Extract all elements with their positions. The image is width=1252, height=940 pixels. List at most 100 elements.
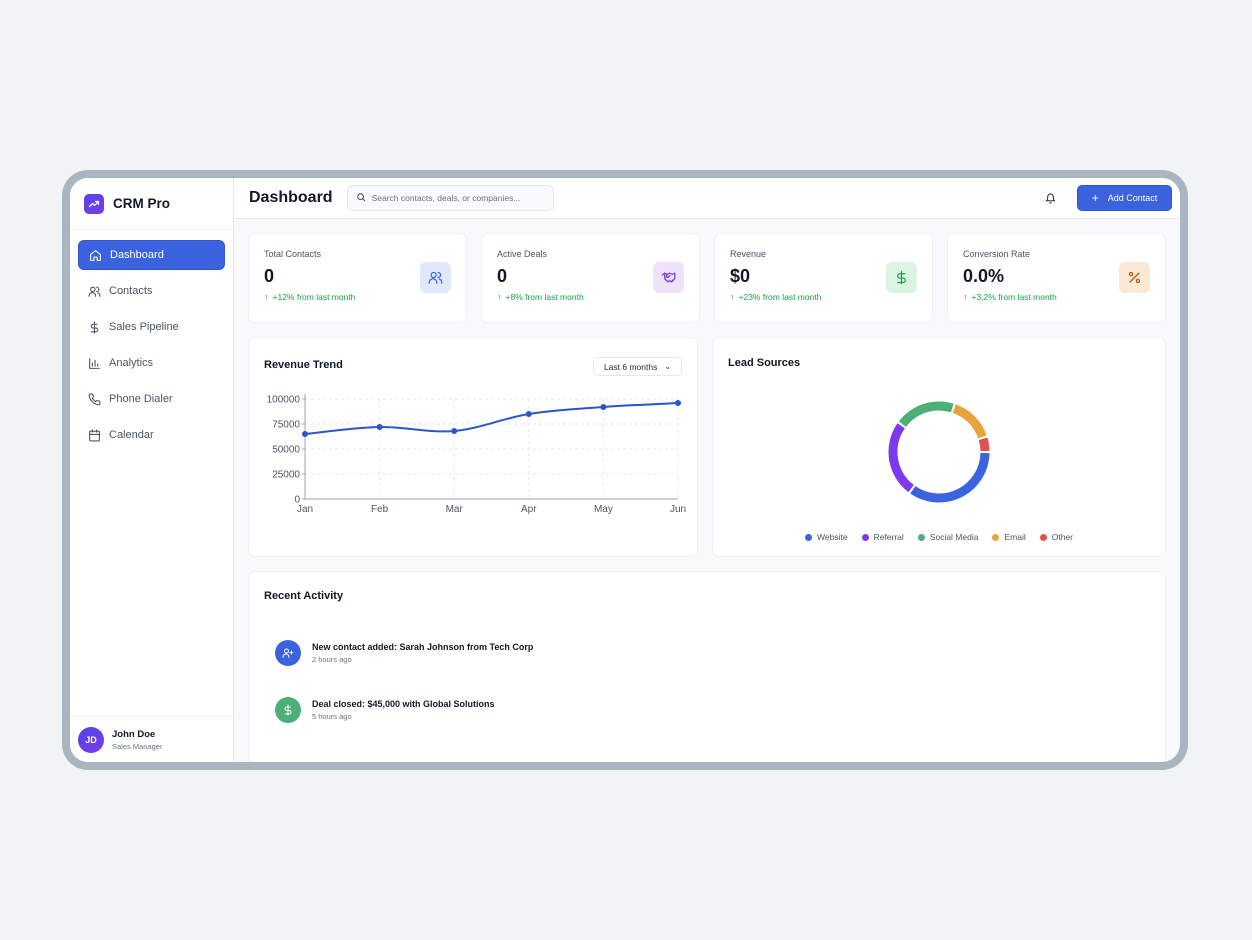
search-icon bbox=[356, 189, 366, 207]
sidebar-item-label: Phone Dialer bbox=[109, 393, 173, 405]
stat-change: ↑ +3.2% from last month bbox=[963, 292, 1150, 302]
panel-title: Recent Activity bbox=[264, 590, 344, 602]
sidebar-item-label: Analytics bbox=[109, 357, 154, 369]
arrow-up-icon: ↑ bbox=[497, 292, 502, 302]
x-tick-label: Mar bbox=[446, 504, 464, 515]
stat-change-text: +23% from last month bbox=[738, 292, 822, 302]
stat-card-active-deals: Active Deals 0 ↑ +8% from last month bbox=[482, 234, 699, 322]
legend-dot bbox=[861, 533, 869, 541]
arrow-up-icon: ↑ bbox=[963, 292, 968, 302]
sidebar-nav: Dashboard Contacts Sales Pipeline Analyt… bbox=[70, 230, 233, 466]
pie-slice[interactable] bbox=[910, 452, 990, 503]
users-icon bbox=[420, 262, 451, 293]
x-tick-label: May bbox=[594, 504, 613, 515]
percent-icon bbox=[1119, 262, 1150, 293]
pie-slice[interactable] bbox=[952, 404, 987, 439]
legend-dot bbox=[1039, 533, 1047, 541]
chevron-down-icon: ⌄ bbox=[664, 362, 672, 371]
app-frame: CRM Pro Dashboard Contacts Sales Pipelin… bbox=[62, 170, 1188, 770]
legend-label: Website bbox=[817, 532, 848, 542]
dollar-icon bbox=[88, 321, 101, 334]
stat-label: Total Contacts bbox=[264, 249, 322, 259]
legend-label: Social Media bbox=[929, 532, 979, 542]
stat-change: ↑ +12% from last month bbox=[264, 292, 451, 302]
stat-change-text: +8% from last month bbox=[505, 292, 584, 302]
stat-label: Active Deals bbox=[497, 249, 548, 259]
legend-item: Social Media bbox=[917, 532, 979, 542]
stat-value: 0 bbox=[497, 266, 508, 286]
data-point[interactable] bbox=[302, 431, 308, 437]
legend-dot bbox=[805, 533, 812, 541]
stat-change-text: +3.2% from last month bbox=[971, 292, 1057, 302]
stat-change: ↑ +8% from last month bbox=[497, 292, 684, 302]
calendar-icon bbox=[88, 429, 101, 442]
user-name: John Doe bbox=[112, 728, 156, 740]
search-input[interactable] bbox=[371, 193, 542, 203]
stat-label: Conversion Rate bbox=[963, 249, 1031, 259]
brand: CRM Pro bbox=[70, 178, 233, 230]
list-item: Deal closed: $45,000 with Global Solutio… bbox=[275, 681, 533, 738]
bell-icon[interactable] bbox=[1041, 189, 1059, 207]
activity-text: New contact added: Sarah Johnson from Te… bbox=[312, 641, 534, 652]
recent-activity-panel: Recent Activity New contact added: Sarah… bbox=[249, 572, 1165, 762]
user-profile[interactable]: JD John Doe Sales Manager bbox=[70, 716, 233, 762]
x-tick-label: Apr bbox=[521, 504, 537, 515]
revenue-trend-panel: Revenue Trend Last 6 months ⌄ 100000 75000… bbox=[249, 338, 697, 556]
sidebar-item-dashboard[interactable]: Dashboard bbox=[78, 240, 225, 270]
data-point[interactable] bbox=[451, 428, 458, 434]
y-tick-label: 50000 bbox=[272, 445, 300, 456]
user-role: Sales Manager bbox=[112, 741, 163, 751]
add-contact-label: Add Contact bbox=[1107, 193, 1158, 203]
search-box bbox=[346, 185, 554, 211]
avatar: JD bbox=[78, 726, 104, 753]
users-icon bbox=[88, 285, 101, 298]
phone-icon bbox=[88, 393, 101, 406]
stat-value: $0 bbox=[730, 266, 751, 286]
trending-up-icon bbox=[84, 193, 104, 214]
sidebar-item-contacts[interactable]: Contacts bbox=[78, 276, 225, 306]
legend-item: Email bbox=[992, 532, 1026, 542]
activity-list: New contact added: Sarah Johnson from Te… bbox=[275, 624, 533, 738]
data-point[interactable] bbox=[376, 424, 383, 430]
activity-time: 5 hours ago bbox=[312, 711, 352, 721]
x-tick-label: Jan bbox=[297, 504, 313, 515]
charts-row: Revenue Trend Last 6 months ⌄ 100000 75000… bbox=[249, 338, 1165, 556]
sidebar-item-analytics[interactable]: Analytics bbox=[78, 348, 225, 378]
stat-value: 0.0% bbox=[963, 266, 1005, 286]
add-contact-button[interactable]: + Add Contact bbox=[1077, 185, 1172, 211]
pie-slice[interactable] bbox=[978, 437, 990, 452]
stat-value: 0 bbox=[264, 266, 275, 286]
stat-card-conversion-rate: Conversion Rate 0.0% ↑ +3.2% from last mo… bbox=[948, 234, 1165, 322]
legend-dot bbox=[992, 533, 1000, 541]
legend-label: Referral bbox=[873, 532, 904, 542]
y-tick-label: 100000 bbox=[267, 395, 301, 406]
stats-row: Total Contacts 0 ↑ +12% from last month A… bbox=[249, 234, 1165, 322]
dollar-icon bbox=[275, 696, 301, 723]
sidebar-item-sales-pipeline[interactable]: Sales Pipeline bbox=[78, 312, 225, 342]
sidebar-item-phone-dialer[interactable]: Phone Dialer bbox=[78, 384, 225, 414]
page-title: Dashboard bbox=[249, 189, 333, 206]
user-plus-icon bbox=[275, 639, 301, 666]
y-tick-label: 0 bbox=[294, 495, 300, 506]
data-point[interactable] bbox=[600, 404, 607, 410]
stat-card-revenue: Revenue $0 ↑ +23% from last month bbox=[715, 234, 932, 322]
range-select[interactable]: Last 6 months ⌄ bbox=[593, 357, 682, 376]
activity-text: Deal closed: $45,000 with Global Solutio… bbox=[312, 698, 495, 709]
sidebar-item-calendar[interactable]: Calendar bbox=[78, 420, 225, 450]
topbar: Dashboard + Add Contact bbox=[234, 178, 1180, 219]
pie-slice[interactable] bbox=[888, 423, 915, 493]
dashboard-content: Total Contacts 0 ↑ +12% from last month A… bbox=[234, 219, 1180, 762]
brand-name: CRM Pro bbox=[113, 196, 170, 211]
legend-dot bbox=[917, 533, 925, 541]
legend-item: Referral bbox=[861, 532, 904, 542]
data-point[interactable] bbox=[675, 400, 681, 406]
list-item: New contact added: Sarah Johnson from Te… bbox=[275, 624, 533, 681]
data-point[interactable] bbox=[525, 411, 532, 417]
legend-label: Email bbox=[1004, 532, 1026, 542]
pie-slice[interactable] bbox=[898, 401, 954, 428]
y-tick-label: 75000 bbox=[272, 420, 300, 431]
stat-label: Revenue bbox=[730, 249, 767, 259]
home-icon bbox=[89, 249, 102, 262]
arrow-up-icon: ↑ bbox=[730, 292, 735, 302]
lead-sources-panel: Lead Sources Website Referral Social Media… bbox=[713, 338, 1165, 556]
